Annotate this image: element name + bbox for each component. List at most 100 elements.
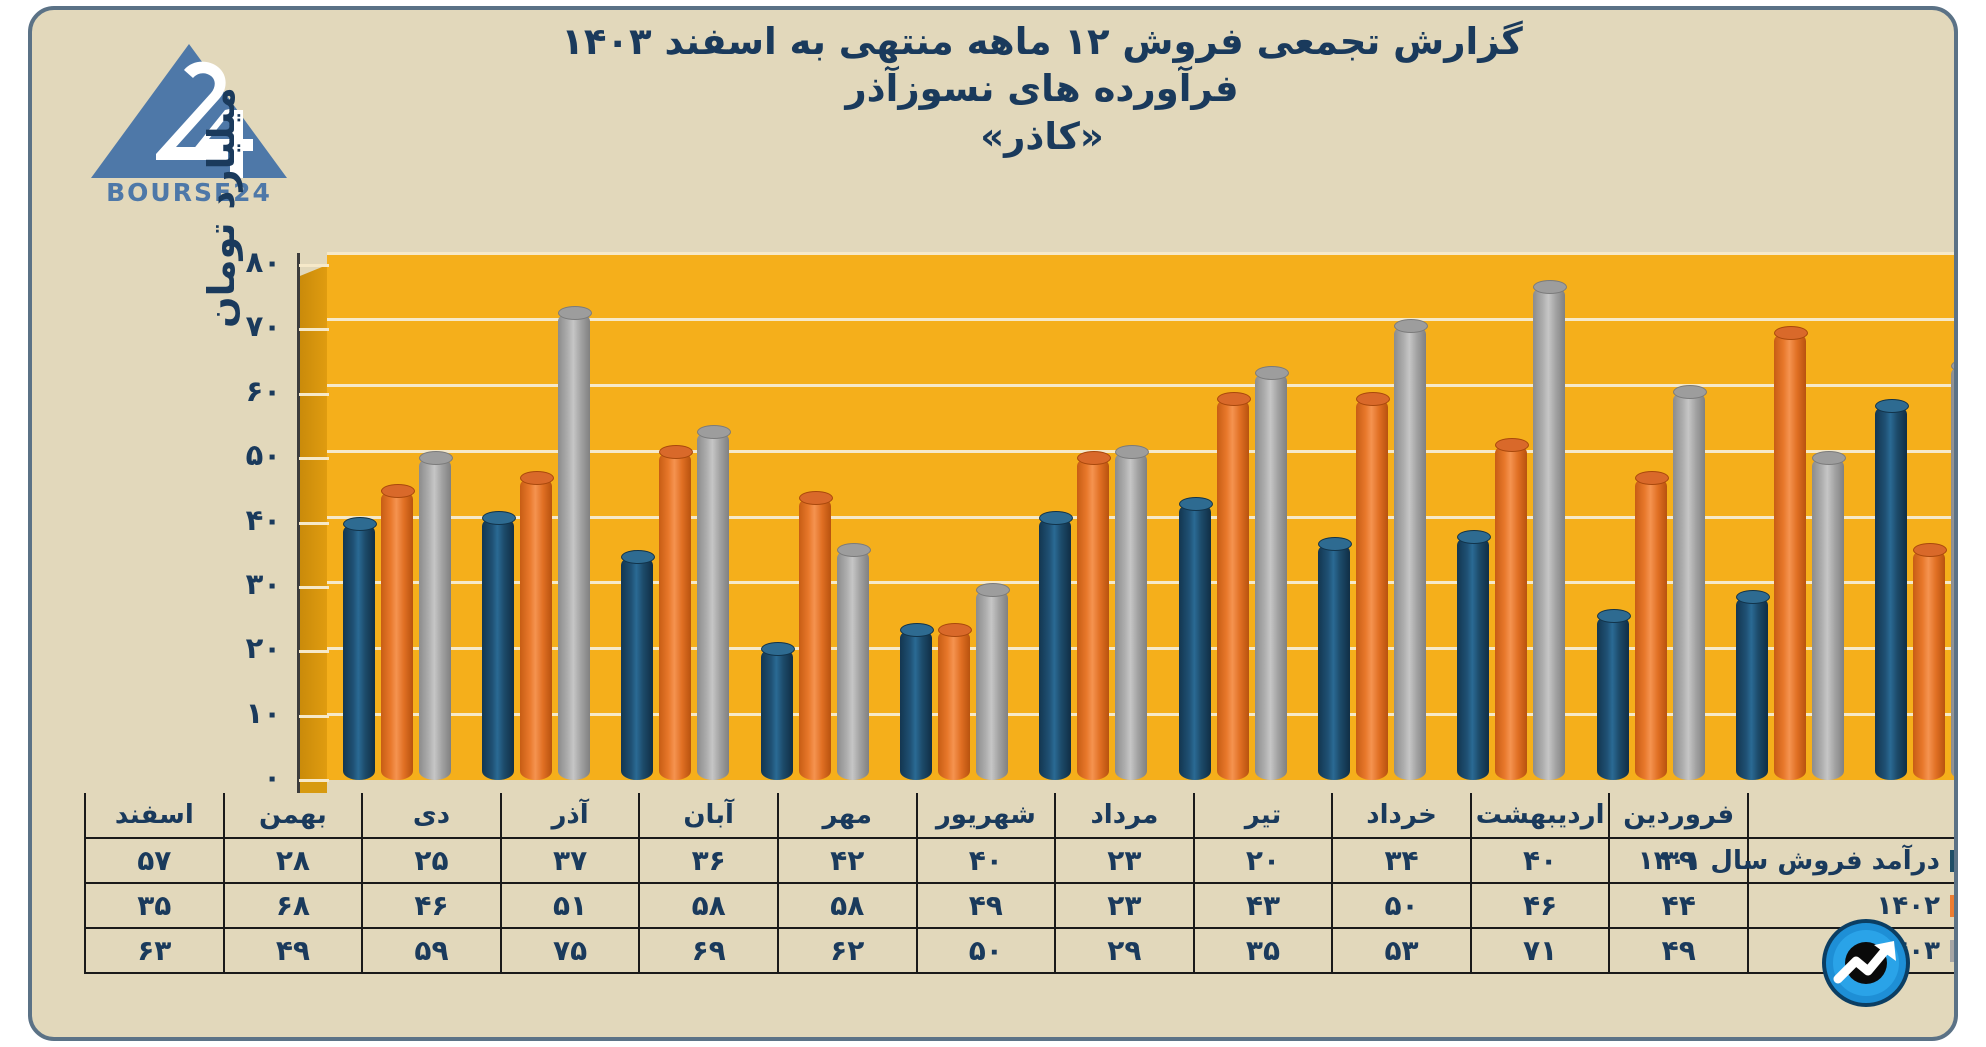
bar-group xyxy=(1442,253,1581,780)
y-axis-line xyxy=(297,253,300,798)
bar xyxy=(1077,451,1112,780)
y-tick-label: ۳۰ xyxy=(245,566,281,601)
table-cell: ۶۹ xyxy=(638,927,779,974)
bar xyxy=(1039,510,1074,780)
bar-group xyxy=(1302,253,1441,780)
y-tick-label: ۱۰ xyxy=(245,695,281,730)
gridline-extension xyxy=(299,714,329,718)
bar xyxy=(798,490,833,780)
legend-label: درآمد فروش سال ۱۴۰۱ xyxy=(1637,845,1940,876)
bar xyxy=(975,582,1010,780)
month-header-cell: بهمن xyxy=(222,793,364,839)
bar xyxy=(937,622,972,780)
bar xyxy=(1735,589,1770,780)
report-card: BOURSE24 گزارش تجمعی فروش ۱۲ ماهه منتهی … xyxy=(28,6,1958,1041)
bar xyxy=(380,484,415,780)
bar xyxy=(557,306,592,780)
table-cell: ۶۸ xyxy=(222,882,364,929)
month-header-cell: مرداد xyxy=(1054,793,1195,839)
legend-swatch-icon xyxy=(1950,939,1954,962)
trending-up-badge-icon xyxy=(1820,917,1912,1009)
bar xyxy=(1495,438,1530,780)
title-line-2: فرآورده های نسوزآذر xyxy=(845,67,1239,111)
table-cell: ۴۰ xyxy=(1469,837,1611,884)
chart-bar-groups xyxy=(327,253,1954,780)
data-table: فروردین اردیبهشت خرداد تیر مرداد شهریور مهر آبا… xyxy=(84,793,1954,974)
bar xyxy=(1773,326,1808,780)
table-cell: ۴۲ xyxy=(776,837,918,884)
bar-group xyxy=(1720,253,1859,780)
table-cell: ۵۸ xyxy=(638,882,779,929)
legend-label: ۱۴۰۲ xyxy=(1876,890,1940,921)
month-header-cell: دی xyxy=(361,793,502,839)
table-cell: ۳۹ xyxy=(1608,837,1749,884)
y-tick-label: ۴۰ xyxy=(245,502,281,537)
bar xyxy=(1457,530,1492,780)
bar-chart: ۰ ۱۰ ۲۰ ۳۰ ۴۰ ۵۰ ۶۰ ۷۰ ۸۰ xyxy=(246,245,1954,804)
chart-floor xyxy=(299,780,327,794)
y-tick-label: ۵۰ xyxy=(245,438,281,473)
bar-group xyxy=(1024,253,1163,780)
month-header-cell: تیر xyxy=(1192,793,1334,839)
month-header-cell: فروردین xyxy=(1608,793,1749,839)
table-cell: ۵۳ xyxy=(1331,927,1472,974)
bar xyxy=(1672,385,1707,780)
table-cell: ۶۲ xyxy=(776,927,918,974)
bar xyxy=(1355,391,1390,780)
table-row: ۱۴۰۳ ۴۹ ۷۱ ۵۳ ۳۵ ۲۹ ۵۰ ۶۲ ۶۹ ۷۵ ۵۹ ۴۹ ۶۳ xyxy=(84,927,1954,974)
table-cell: ۴۶ xyxy=(361,882,502,929)
table-cell: ۲۸ xyxy=(222,837,364,884)
bar xyxy=(697,424,732,780)
y-tick-label: ۰ xyxy=(263,760,281,794)
bar xyxy=(1178,497,1213,780)
table-row: ۱۴۰۲ ۴۴ ۴۶ ۵۰ ۴۳ ۲۳ ۴۹ ۵۸ ۵۸ ۵۱ ۴۶ ۶۸ ۳۵ xyxy=(84,882,1954,929)
table-cell: ۵۸ xyxy=(776,882,918,929)
bar xyxy=(342,517,377,780)
table-cell: ۵۹ xyxy=(361,927,502,974)
table-cell: ۲۹ xyxy=(1054,927,1195,974)
table-cell: ۵۰ xyxy=(1331,882,1472,929)
month-header-cell: آبان xyxy=(638,793,779,839)
table-cell: ۴۴ xyxy=(1608,882,1749,929)
bar xyxy=(836,543,871,780)
table-cell: ۵۷ xyxy=(84,837,225,884)
bar-group xyxy=(466,253,605,780)
month-header-cell: شهریور xyxy=(915,793,1057,839)
table-cell: ۴۹ xyxy=(222,927,364,974)
table-cell: ۴۹ xyxy=(915,882,1057,929)
table-cell: ۳۵ xyxy=(84,882,225,929)
y-axis-title: میلیارد تومان xyxy=(200,87,243,328)
gridline xyxy=(327,317,1954,321)
bar xyxy=(1811,451,1846,780)
series-legend-cell: درآمد فروش سال ۱۴۰۱ xyxy=(1638,837,1954,884)
bar xyxy=(1115,444,1150,780)
table-row: درآمد فروش سال ۱۴۰۱۳۹۴۰۳۴۲۰۲۳۴۰۴۲۳۶۳۷۲۵۲… xyxy=(84,837,1954,884)
bar xyxy=(1533,279,1568,780)
gridline-extension xyxy=(299,521,329,525)
title-line-1: گزارش تجمعی فروش ۱۲ ماهه منتهی به اسفند … xyxy=(561,20,1523,63)
gridline-extension xyxy=(299,585,329,589)
triangle-24-logo-icon xyxy=(91,44,287,178)
y-tick-label: ۸۰ xyxy=(245,245,281,279)
gridline-extension xyxy=(299,650,329,654)
month-header-cell: آذر xyxy=(499,793,641,839)
table-cell: ۴۹ xyxy=(1608,927,1749,974)
bar xyxy=(1393,319,1428,780)
table-header-row: فروردین اردیبهشت خرداد تیر مرداد شهریور مهر آبا… xyxy=(84,793,1954,839)
y-tick-label: ۲۰ xyxy=(245,631,281,666)
table-cell: ۳۶ xyxy=(638,837,779,884)
table-cell: ۲۳ xyxy=(1054,837,1195,884)
table-cell: ۷۵ xyxy=(499,927,641,974)
bar xyxy=(899,622,934,780)
bar xyxy=(481,510,516,780)
table-cell: ۲۵ xyxy=(361,837,502,884)
y-tick-label: ۷۰ xyxy=(245,309,281,344)
bar xyxy=(1913,543,1948,780)
bar xyxy=(1317,536,1352,780)
table-cell: ۳۷ xyxy=(499,837,641,884)
bar xyxy=(659,444,694,780)
table-cell: ۴۰ xyxy=(915,837,1057,884)
bar xyxy=(1596,609,1631,780)
table-cell: ۷۱ xyxy=(1469,927,1611,974)
bar xyxy=(621,550,656,780)
